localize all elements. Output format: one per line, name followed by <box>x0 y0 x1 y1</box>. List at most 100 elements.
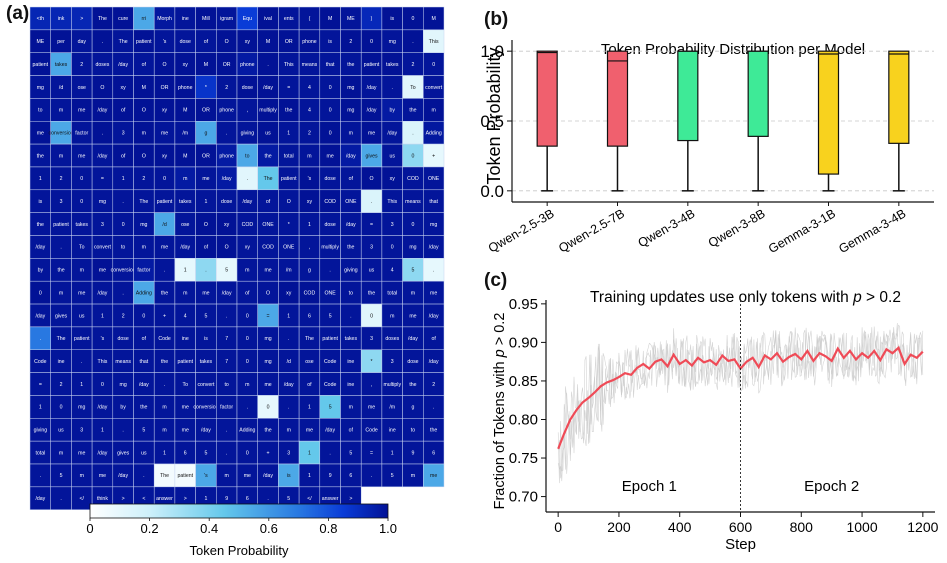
heatmap-token: to <box>121 245 125 251</box>
heatmap-token: 1 <box>287 313 290 319</box>
heatmap-token: 1 <box>308 450 311 456</box>
heatmap-token: me <box>99 268 106 274</box>
heatmap-token: me <box>306 428 313 434</box>
heatmap-token: 6 <box>432 450 435 456</box>
heatmap-token: 2 <box>412 62 415 68</box>
heatmap-token: the <box>161 359 168 365</box>
heatmap-token: This <box>387 199 397 205</box>
heatmap-token: 1 <box>101 428 104 434</box>
box-ytick-label: 1.0 <box>480 42 504 61</box>
heatmap-token: ONE <box>325 290 337 296</box>
heatmap-token: /day <box>325 428 335 434</box>
heatmap-token: 4 <box>184 313 187 319</box>
heatmap-token: m <box>224 473 228 479</box>
heatmap-token: O <box>225 39 229 45</box>
heatmap-token: . <box>267 496 268 502</box>
heatmap-token: ose <box>305 359 313 365</box>
heatmap-token: /day <box>98 153 108 159</box>
heatmap-token: of <box>121 108 126 114</box>
heatmap-token: /d <box>162 222 166 228</box>
heatmap-token: The <box>264 176 273 182</box>
heatmap-token: 1 <box>122 176 125 182</box>
heatmap-token: /day <box>98 405 108 411</box>
heatmap-token: m <box>390 313 394 319</box>
heatmap-token: dose <box>221 199 232 205</box>
heatmap-token: m <box>59 290 63 296</box>
heatmap-token: The <box>160 473 169 479</box>
heatmap-token: 0 <box>370 39 373 45</box>
line-ytick-label: 0.85 <box>509 373 538 390</box>
heatmap-token: per <box>57 39 65 45</box>
heatmap-token: xy <box>183 62 189 68</box>
heatmap-token: = <box>287 85 290 91</box>
heatmap-token: ose <box>181 222 189 228</box>
box-Qwen-2.5-3B <box>536 50 558 147</box>
heatmap-token: . <box>392 85 393 91</box>
line-ytick-label: 0.90 <box>509 334 538 351</box>
heatmap-token: 5 <box>391 473 394 479</box>
heatmap-token: 1 <box>163 450 166 456</box>
heatmap-token: = <box>370 450 373 456</box>
heatmap-token: m <box>142 130 146 136</box>
heatmap-token: total <box>284 153 294 159</box>
heatmap-token: patient <box>33 62 49 68</box>
heatmap-token: 1 <box>287 130 290 136</box>
heatmap-token: M <box>142 85 146 91</box>
heatmap-token: /day <box>222 176 232 182</box>
heatmap-token: m <box>349 130 353 136</box>
heatmap-token: . <box>433 268 434 274</box>
heatmap-token: m <box>431 108 435 114</box>
heatmap-token: /day <box>98 290 108 296</box>
heatmap-token: 7 <box>225 359 228 365</box>
heatmap-token: 1 <box>39 176 42 182</box>
heatmap-token: factor <box>75 130 88 136</box>
heatmap-token: of <box>307 382 312 388</box>
heatmap-token: the <box>264 428 271 434</box>
heatmap-token: . <box>122 290 123 296</box>
heatmap-token: mg <box>389 39 396 45</box>
heatmap-token: = <box>39 382 42 388</box>
heatmap-token: 5 <box>205 450 208 456</box>
heatmap-token: ine <box>58 359 65 365</box>
heatmap-token: To <box>79 245 85 251</box>
heatmap-token: ine <box>347 359 354 365</box>
heatmap-token: 3 <box>391 222 394 228</box>
heatmap-token: total <box>35 450 45 456</box>
title-part: Training updates use only tokens with <box>590 289 853 306</box>
heatmap-token: g <box>205 130 208 136</box>
heatmap-token: . <box>40 473 41 479</box>
heatmap-token: 2 <box>308 130 311 136</box>
ylabel-part: Fraction of Tokens with <box>492 357 508 509</box>
heatmap-token: the <box>347 245 354 251</box>
heatmap-token: + <box>163 313 166 319</box>
heatmap-token: * <box>205 85 207 91</box>
heatmap-token: me <box>182 405 189 411</box>
heatmap-token: the <box>368 290 375 296</box>
panel-c-label: (c) <box>484 270 508 291</box>
heatmap-token: /day <box>35 313 45 319</box>
heatmap-token: /day <box>429 245 439 251</box>
heatmap-token: mg <box>347 108 354 114</box>
heatmap-token: phone <box>219 153 234 159</box>
heatmap-token: xy <box>121 85 127 91</box>
heatmap-token: means <box>405 199 421 205</box>
heatmap-token: is <box>390 16 394 22</box>
heatmap-token: m <box>162 405 166 411</box>
heatmap-token: xy <box>162 153 168 159</box>
heatmap-token: /day <box>346 153 356 159</box>
heatmap-token: 6 <box>246 496 249 502</box>
heatmap-token: O <box>225 245 229 251</box>
heatmap-token: is <box>204 336 208 342</box>
heatmap-token: 0 <box>122 222 125 228</box>
heatmap-token: 2 <box>60 382 63 388</box>
heatmap-token: 1 <box>205 199 208 205</box>
colorbar-tick-label: 0.4 <box>200 521 218 536</box>
heatmap-token: us <box>390 153 396 159</box>
heatmap-token: of <box>349 428 354 434</box>
heatmap-token: m <box>245 382 249 388</box>
heatmap-token: me <box>161 245 168 251</box>
heatmap-token: m <box>183 176 187 182</box>
heatmap-token: mg <box>264 336 271 342</box>
heatmap-token: that <box>140 359 149 365</box>
